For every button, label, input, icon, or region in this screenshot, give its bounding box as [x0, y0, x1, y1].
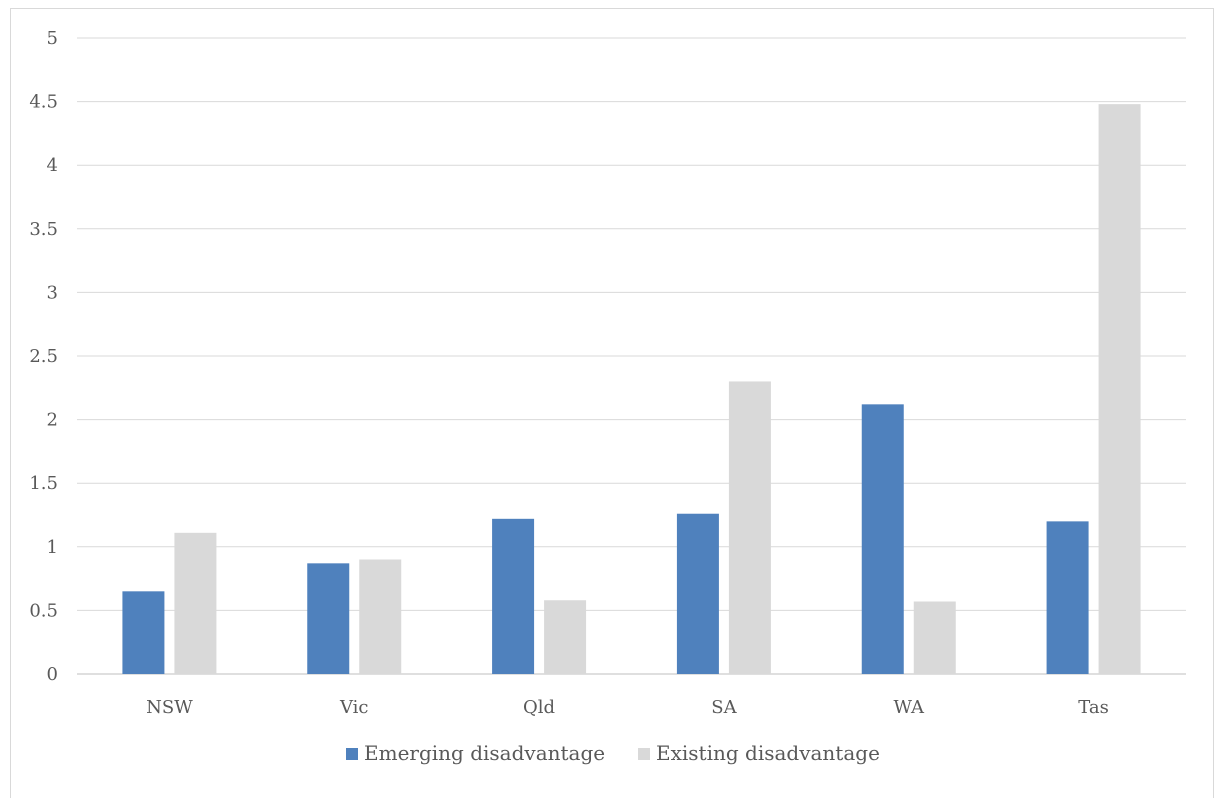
bar-emerging-nsw: [122, 591, 165, 674]
x-tick-label: NSW: [146, 697, 193, 718]
x-tick-label: Vic: [339, 697, 369, 718]
legend-label-emerging: Emerging disadvantage: [364, 741, 605, 765]
bar-existing-qld: [544, 600, 587, 674]
legend-swatch-emerging: [346, 748, 358, 760]
y-tick-label: 4: [47, 155, 58, 176]
y-tick-label: 1: [47, 537, 58, 558]
x-tick-label: Tas: [1078, 697, 1109, 718]
y-tick-label: 5: [47, 28, 58, 49]
bars: [122, 104, 1141, 675]
y-tick-label: 2: [47, 410, 58, 431]
bar-emerging-vic: [307, 563, 350, 674]
bar-emerging-wa: [861, 404, 904, 674]
bar-emerging-tas: [1046, 521, 1089, 674]
y-axis-ticks: 0 0.5 1 1.5 2 2.5 3 3.5 4 4.5 5: [29, 28, 58, 685]
x-tick-label: SA: [711, 697, 737, 718]
y-tick-label: 3.5: [29, 219, 58, 240]
y-tick-label: 2.5: [29, 346, 58, 367]
gridlines: [77, 37, 1186, 675]
bar-existing-wa: [913, 601, 956, 674]
legend-swatch-existing: [638, 748, 650, 760]
bar-emerging-sa: [676, 513, 719, 674]
y-tick-label: 0: [47, 664, 58, 685]
bar-existing-sa: [728, 381, 771, 674]
bar-existing-vic: [359, 559, 402, 674]
legend-label-existing: Existing disadvantage: [656, 741, 880, 765]
x-axis-ticks: NSW Vic Qld SA WA Tas: [146, 697, 1109, 718]
x-tick-label: WA: [893, 697, 925, 718]
y-tick-label: 3: [47, 282, 58, 303]
chart-frame: [10, 8, 1214, 798]
bar-existing-tas: [1098, 104, 1141, 675]
bar-emerging-qld: [492, 518, 535, 674]
bar-existing-nsw: [174, 532, 217, 674]
y-tick-label: 4.5: [29, 92, 58, 113]
legend: Emerging disadvantage Existing disadvant…: [346, 741, 880, 765]
y-tick-label: 0.5: [29, 600, 58, 621]
x-tick-label: Qld: [523, 697, 555, 718]
y-tick-label: 1.5: [29, 473, 58, 494]
